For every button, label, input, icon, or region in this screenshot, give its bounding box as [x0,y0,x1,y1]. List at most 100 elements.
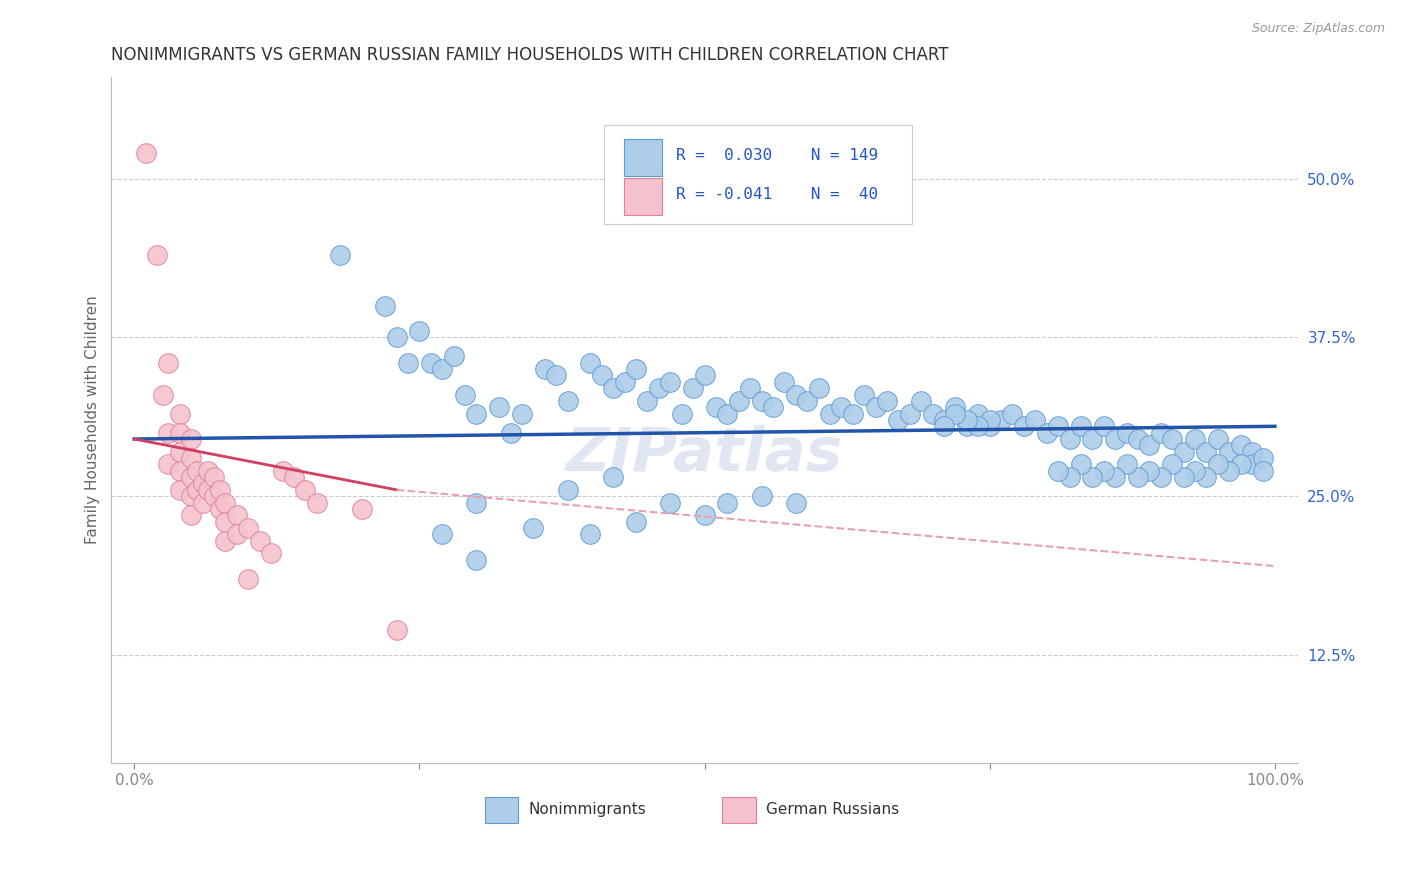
Point [488,401,510,415]
Point [591,368,613,383]
Point [186,464,208,478]
Point [186,483,208,497]
Point [1104,432,1126,446]
Point [283,470,305,484]
Point [557,483,579,497]
Point [1218,464,1240,478]
Point [328,248,350,262]
Point [751,393,773,408]
Point [773,375,796,389]
Point [1229,438,1251,452]
Point [932,419,955,434]
Point [1195,444,1218,458]
Point [1092,464,1115,478]
Point [1184,432,1206,446]
Point [1126,432,1149,446]
Point [1218,444,1240,458]
Point [624,515,647,529]
Point [1206,458,1229,472]
Point [716,495,738,509]
Text: German Russians: German Russians [766,802,900,817]
Point [807,381,830,395]
Text: NONIMMIGRANTS VS GERMAN RUSSIAN FAMILY HOUSEHOLDS WITH CHILDREN CORRELATION CHAR: NONIMMIGRANTS VS GERMAN RUSSIAN FAMILY H… [111,46,949,64]
Point [762,401,785,415]
Point [238,572,260,586]
Point [921,407,943,421]
Point [1115,458,1137,472]
Point [979,413,1001,427]
Point [613,375,636,389]
Point [1092,419,1115,434]
Text: R =  0.030    N = 149: R = 0.030 N = 149 [676,148,879,163]
Point [271,464,294,478]
Point [454,387,477,401]
Point [1001,407,1024,421]
Point [704,401,727,415]
Point [659,495,682,509]
Point [967,407,990,421]
Point [546,368,568,383]
Point [202,470,225,484]
Point [1253,451,1275,466]
Point [887,413,910,427]
Point [249,533,271,548]
Point [1081,470,1104,484]
Point [430,527,453,541]
Point [374,299,396,313]
Point [671,407,693,421]
FancyBboxPatch shape [723,797,755,823]
Point [260,546,283,560]
Point [197,483,219,497]
Point [1047,419,1070,434]
FancyBboxPatch shape [624,178,662,216]
Point [169,464,191,478]
Text: R = -0.041    N =  40: R = -0.041 N = 40 [676,187,879,202]
Point [385,330,408,344]
Point [557,393,579,408]
Point [408,324,430,338]
Point [419,356,441,370]
Point [716,407,738,421]
Point [214,495,236,509]
Point [1206,432,1229,446]
Point [898,407,921,421]
Point [1126,470,1149,484]
Point [396,356,419,370]
Point [796,393,818,408]
Point [146,248,169,262]
FancyBboxPatch shape [603,125,912,225]
Point [225,527,247,541]
Point [990,413,1012,427]
Point [180,489,202,503]
Point [191,476,214,491]
Y-axis label: Family Households with Children: Family Households with Children [86,295,100,544]
Point [1173,470,1195,484]
Point [225,508,247,523]
Point [659,375,682,389]
Point [1161,432,1184,446]
Point [932,413,955,427]
Point [1150,470,1173,484]
Point [910,393,932,408]
Point [180,451,202,466]
Point [430,362,453,376]
Point [637,393,659,408]
Point [967,419,990,434]
Point [305,495,328,509]
Point [534,362,557,376]
Point [169,407,191,421]
Point [727,393,749,408]
Point [157,356,180,370]
Point [1195,470,1218,484]
Point [1240,458,1263,472]
Point [1047,464,1070,478]
Point [842,407,865,421]
Point [785,495,807,509]
Point [579,356,602,370]
Point [238,521,260,535]
Point [180,470,202,484]
Point [876,393,898,408]
Point [693,508,716,523]
Point [1070,419,1092,434]
Point [682,381,704,395]
